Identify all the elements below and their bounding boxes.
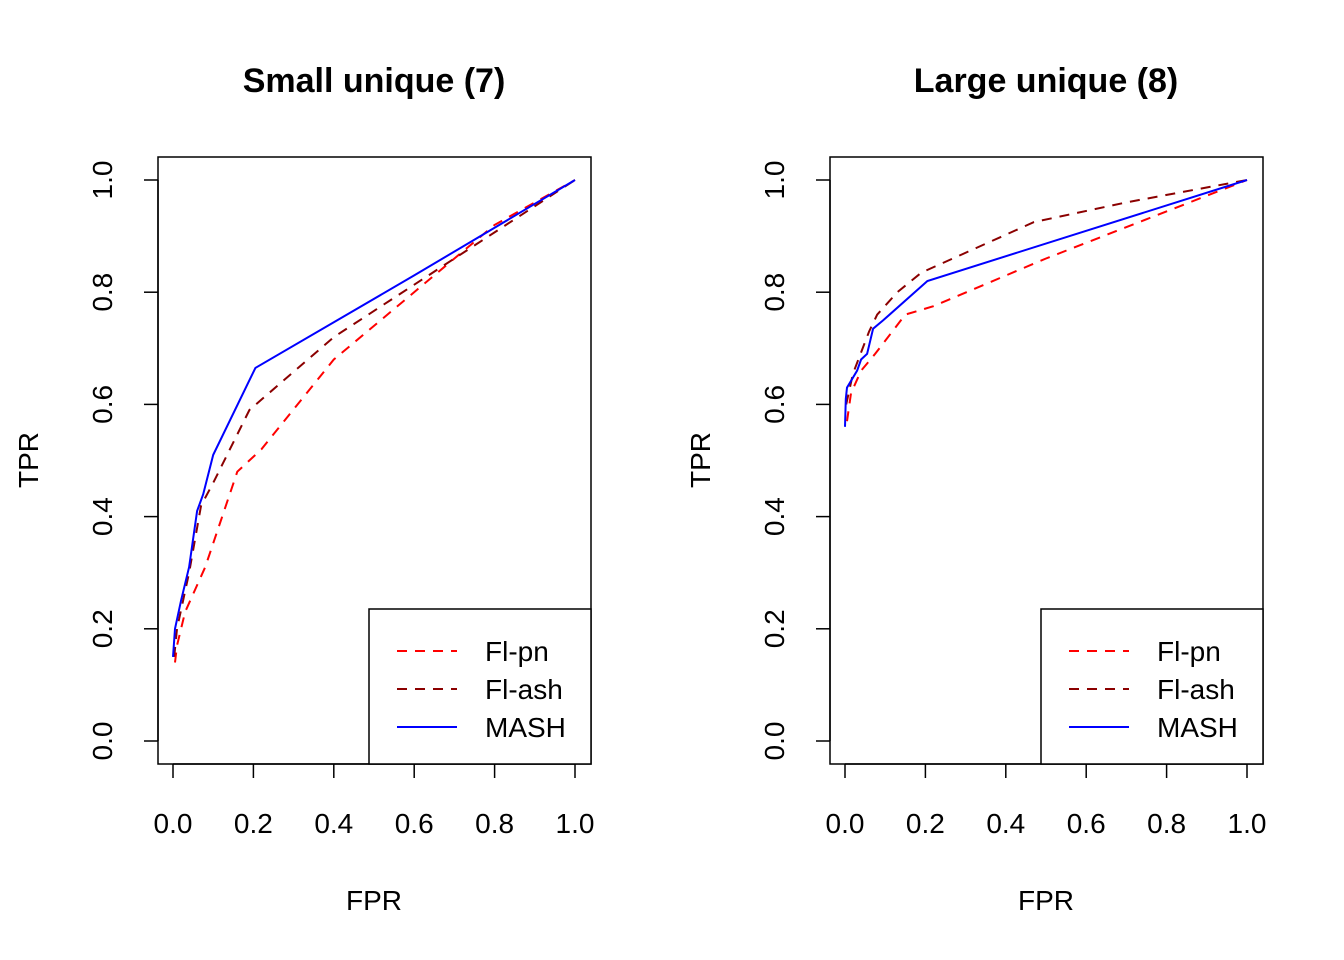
y-axis-label: TPR [13, 432, 44, 488]
series-line-fl-ash [845, 179, 1248, 405]
x-tick-label: 0.4 [314, 808, 353, 839]
y-tick-label: 1.0 [759, 161, 790, 200]
panel-1: Small unique (7) 0.0 0.2 0.4 0.6 0.8 1.0 FPR 0.0… [13, 62, 594, 916]
y-tick-label: 0.2 [759, 609, 790, 648]
chart-title: Small unique (7) [243, 62, 506, 100]
series-line-fl-ash [173, 179, 576, 657]
legend-box [368, 608, 592, 765]
legend-label: MASH [485, 712, 566, 743]
legend-label: MASH [1157, 712, 1238, 743]
y-tick-label: 0.2 [87, 609, 118, 648]
series-line-fl-pn [174, 179, 576, 663]
y-tick-label: 0.0 [759, 722, 790, 761]
y-tick-label: 0.4 [87, 497, 118, 536]
x-tick-label: 0.0 [154, 808, 193, 839]
legend: Fl-pn Fl-ash MASH [368, 608, 592, 765]
x-tick-label: 0.8 [1147, 808, 1186, 839]
legend-box [1040, 608, 1264, 765]
legend-label: Fl-ash [1157, 674, 1235, 705]
x-tick-label: 0.4 [986, 808, 1025, 839]
panel-2: Large unique (8) 0.0 0.2 0.4 0.6 0.8 1.0 FPR 0.0… [685, 62, 1266, 916]
x-tick-label: 0.0 [826, 808, 865, 839]
x-axis-label: FPR [1018, 885, 1074, 916]
x-tick-label: 1.0 [1228, 808, 1267, 839]
x-tick-label: 0.6 [1067, 808, 1106, 839]
y-tick-label: 0.6 [759, 385, 790, 424]
y-tick-label: 0.8 [87, 273, 118, 312]
x-axis-label: FPR [346, 885, 402, 916]
legend-label: Fl-pn [485, 636, 549, 667]
series-line-mash [844, 179, 1248, 427]
y-tick-label: 0.4 [759, 497, 790, 536]
x-tick-label: 1.0 [556, 808, 595, 839]
legend-label: Fl-ash [485, 674, 563, 705]
x-tick-label: 0.6 [395, 808, 434, 839]
y-tick-label: 0.0 [87, 722, 118, 761]
chart-title: Large unique (8) [914, 62, 1178, 100]
y-tick-label: 1.0 [87, 161, 118, 200]
series-line-mash [172, 179, 576, 657]
x-tick-label: 0.8 [475, 808, 514, 839]
legend-label: Fl-pn [1157, 636, 1221, 667]
x-tick-label: 0.2 [234, 808, 273, 839]
legend: Fl-pn Fl-ash MASH [1040, 608, 1264, 765]
y-tick-label: 0.6 [87, 385, 118, 424]
x-tick-label: 0.2 [906, 808, 945, 839]
y-tick-label: 0.8 [759, 273, 790, 312]
series-line-fl-pn [846, 179, 1248, 422]
y-axis-label: TPR [685, 432, 716, 488]
